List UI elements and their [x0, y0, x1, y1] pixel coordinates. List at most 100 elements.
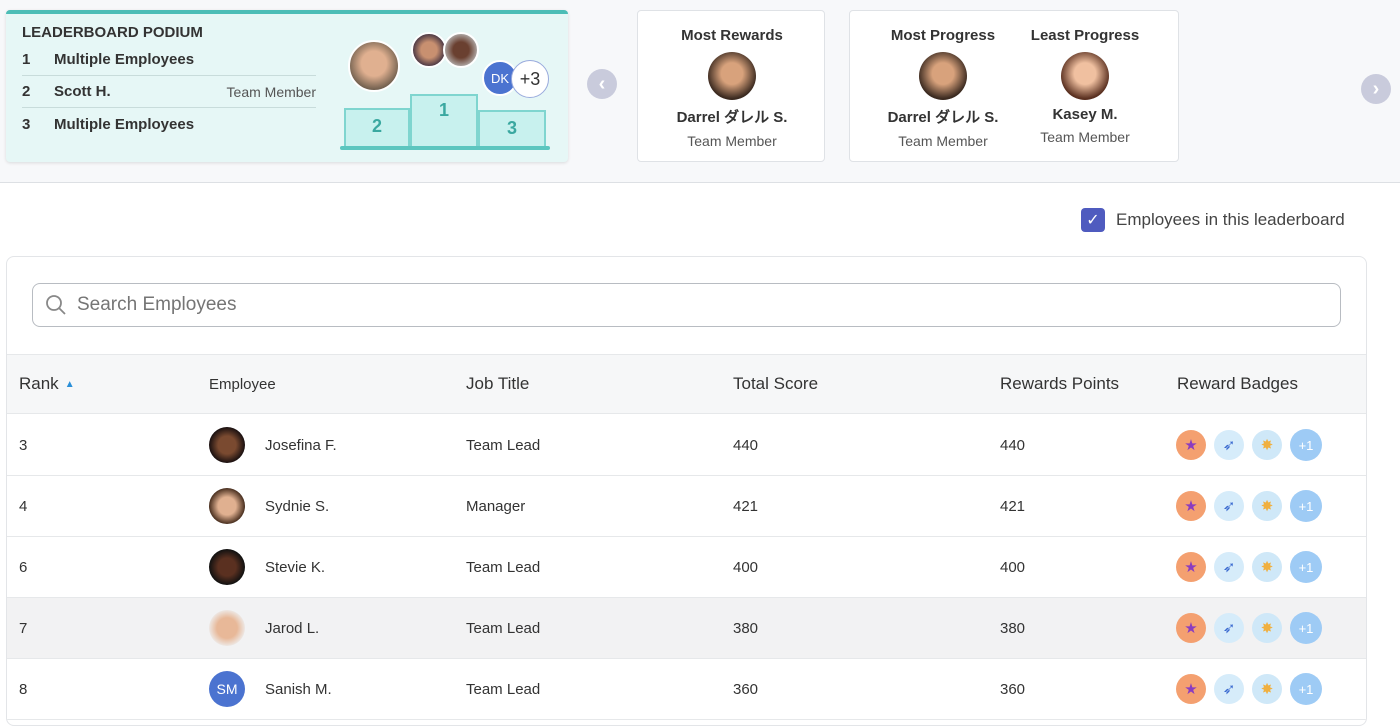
employees-filter-checkbox[interactable]: ✓ Employees in this leaderboard	[1081, 208, 1345, 232]
employee-name: Darrel ダレル S.	[887, 109, 999, 126]
total-score-cell: 421	[733, 497, 759, 515]
next-arrow-icon[interactable]: ›	[1361, 74, 1391, 104]
card-heading: Most Progress	[890, 27, 996, 44]
podium-title: LEADERBOARD PODIUM	[22, 24, 203, 41]
reward-badges-cell: ★ ➶ ✸ +1	[1176, 415, 1330, 475]
header-rewards-points[interactable]: Rewards Points	[1000, 374, 1120, 393]
employee-cell[interactable]: Josefina F.	[209, 415, 337, 475]
prev-arrow-icon[interactable]: ‹	[587, 69, 617, 99]
table-row[interactable]: 6 Stevie K. Team Lead 400 400 ★ ➶ ✸ +1	[7, 537, 1366, 598]
employee-name: Kasey M.	[1052, 106, 1118, 123]
total-score-cell: 440	[733, 436, 759, 454]
rewards-points-cell: 400	[1000, 558, 1026, 576]
rank-cell: 7	[19, 619, 28, 637]
more-badges-button[interactable]: +1	[1290, 612, 1322, 644]
avatar	[919, 52, 967, 100]
star-badge-icon[interactable]: ★	[1176, 552, 1206, 582]
avatar	[443, 32, 479, 68]
avatar	[209, 427, 245, 463]
avatar	[1061, 52, 1109, 100]
employee-name: Stevie K.	[265, 558, 326, 576]
podium-job: Team Member	[226, 83, 316, 100]
reward-badges-cell: ★ ➶ ✸ +1	[1176, 598, 1330, 658]
podium-step-2: 2	[344, 108, 410, 148]
sort-asc-icon[interactable]: ▲	[64, 378, 75, 390]
more-count-badge[interactable]: +3	[511, 60, 549, 98]
sparkle-badge-icon[interactable]: ✸	[1252, 552, 1282, 582]
header-reward-badges[interactable]: Reward Badges	[1177, 374, 1298, 393]
sparkle-badge-icon[interactable]: ✸	[1252, 674, 1282, 704]
bird-badge-icon[interactable]: ➶	[1214, 674, 1244, 704]
podium-step-3: 3	[478, 110, 546, 148]
more-badges-button[interactable]: +1	[1290, 551, 1322, 583]
rank-cell: 4	[19, 497, 28, 515]
rewards-points-cell: 360	[1000, 680, 1026, 698]
checkbox-label: Employees in this leaderboard	[1116, 210, 1345, 229]
job-title-cell: Team Lead	[466, 558, 541, 576]
table-row[interactable]: 3 Josefina F. Team Lead 440 440 ★ ➶ ✸ +1	[7, 415, 1366, 476]
employee-cell[interactable]: Stevie K.	[209, 537, 325, 597]
sparkle-badge-icon[interactable]: ✸	[1252, 613, 1282, 643]
rank-cell: 3	[19, 436, 28, 454]
job-title-cell: Team Lead	[466, 680, 541, 698]
employee-cell[interactable]: Jarod L.	[209, 598, 319, 658]
table-row[interactable]: 7 Jarod L. Team Lead 380 380 ★ ➶ ✸ +1	[7, 598, 1366, 659]
employee-name: Sydnie S.	[265, 497, 330, 515]
bird-badge-icon[interactable]: ➶	[1214, 613, 1244, 643]
leaderboard-podium-card[interactable]: LEADERBOARD PODIUM 1 Multiple Employees 2…	[6, 10, 568, 162]
table-header: Rank ▲ Employee Job Title Total Score Rew…	[7, 354, 1366, 414]
employee-cell[interactable]: SM Sanish M.	[209, 659, 332, 719]
header-total-score[interactable]: Total Score	[733, 374, 819, 393]
star-badge-icon[interactable]: ★	[1176, 491, 1206, 521]
bird-badge-icon[interactable]: ➶	[1214, 430, 1244, 460]
podium-name: Multiple Employees	[54, 51, 195, 68]
star-badge-icon[interactable]: ★	[1176, 430, 1206, 460]
star-badge-icon[interactable]: ★	[1176, 613, 1206, 643]
bird-badge-icon[interactable]: ➶	[1214, 552, 1244, 582]
total-score-cell: 400	[733, 558, 759, 576]
employee-name: Josefina F.	[265, 436, 337, 454]
podium-step-1: 1	[410, 94, 478, 148]
header-employee[interactable]: Employee	[209, 375, 276, 393]
bird-badge-icon[interactable]: ➶	[1214, 491, 1244, 521]
avatar: SM	[209, 671, 245, 707]
card-heading: Least Progress	[1030, 27, 1140, 44]
employee-title: Team Member	[687, 133, 777, 149]
more-badges-button[interactable]: +1	[1290, 429, 1322, 461]
job-title-cell: Team Lead	[466, 619, 541, 637]
total-score-cell: 380	[733, 619, 759, 637]
avatar	[209, 549, 245, 585]
avatar	[411, 32, 447, 68]
rank-cell: 8	[19, 680, 28, 698]
search-icon	[46, 295, 66, 315]
podium-row: 2 Scott H. Team Member	[22, 76, 316, 108]
employee-name: Darrel ダレル S.	[676, 109, 788, 126]
table-row[interactable]: 4 Sydnie S. Manager 421 421 ★ ➶ ✸ +1	[7, 476, 1366, 537]
more-badges-button[interactable]: +1	[1290, 490, 1322, 522]
search-box[interactable]	[32, 283, 1341, 327]
progress-card[interactable]: Most Progress Darrel ダレル S. Team Member Le…	[849, 10, 1179, 162]
sparkle-badge-icon[interactable]: ✸	[1252, 430, 1282, 460]
rewards-points-cell: 421	[1000, 497, 1026, 515]
search-input[interactable]	[77, 294, 1277, 316]
avatar	[348, 40, 400, 92]
podium-rank: 3	[22, 115, 31, 133]
podium-rank: 1	[22, 51, 31, 68]
sparkle-badge-icon[interactable]: ✸	[1252, 491, 1282, 521]
header-job-title[interactable]: Job Title	[466, 374, 530, 393]
employee-title: Team Member	[1040, 129, 1130, 145]
header-rank[interactable]: Rank ▲	[19, 355, 75, 413]
avatar	[209, 610, 245, 646]
table-row[interactable]: 8 SM Sanish M. Team Lead 360 360 ★ ➶ ✸ +1	[7, 659, 1366, 720]
star-badge-icon[interactable]: ★	[1176, 674, 1206, 704]
more-badges-button[interactable]: +1	[1290, 673, 1322, 705]
most-rewards-card[interactable]: Most Rewards Darrel ダレル S. Team Member	[637, 10, 825, 162]
employee-cell[interactable]: Sydnie S.	[209, 476, 329, 536]
checkbox-checked-icon[interactable]: ✓	[1081, 208, 1105, 232]
employee-title: Team Member	[898, 133, 988, 149]
card-heading: Most Rewards	[681, 27, 783, 44]
rewards-points-cell: 380	[1000, 619, 1026, 637]
rewards-points-cell: 440	[1000, 436, 1026, 454]
podium-row: 1 Multiple Employees	[22, 44, 316, 76]
reward-badges-cell: ★ ➶ ✸ +1	[1176, 476, 1330, 536]
